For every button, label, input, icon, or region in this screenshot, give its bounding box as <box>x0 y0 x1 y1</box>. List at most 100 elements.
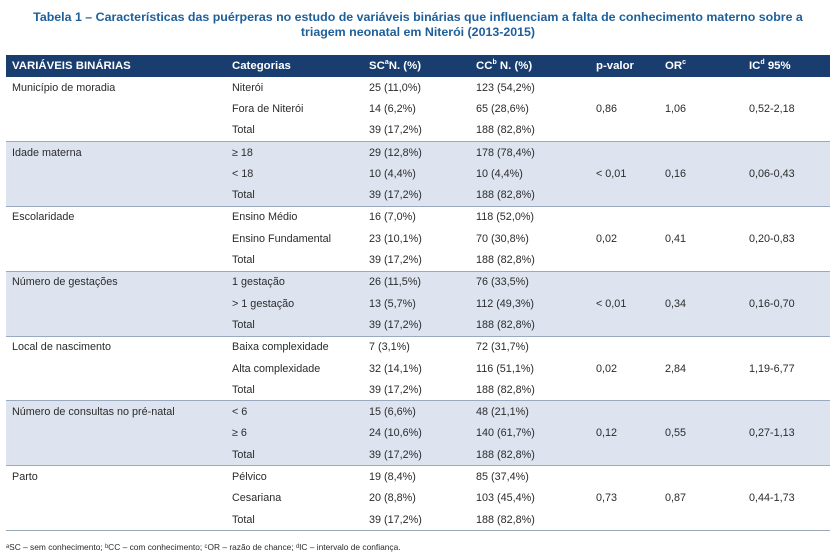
category-cell: Total <box>232 314 369 337</box>
cc-cell: 188 (82,8%) <box>476 383 535 396</box>
p-value-cell: 0,86 <box>596 102 618 115</box>
sc-cell: 29 (12,8%) <box>369 141 476 164</box>
category-cell: Cesariana <box>232 492 282 505</box>
cc-cell: 123 (54,2%) <box>476 81 535 94</box>
sc-cell: 15 (6,6%) <box>369 400 476 423</box>
cc-cell: 112 (49,3%) <box>476 292 596 315</box>
category-cell: ≥ 18 <box>232 141 369 164</box>
variable-name: Escolaridade <box>12 211 75 224</box>
header-cc: CCb N. (%) <box>476 55 596 77</box>
category-cell: Total <box>232 444 369 466</box>
sc-cell: 14 (6,2%) <box>369 102 416 115</box>
ic-cell: 1,19-6,77 <box>749 362 795 375</box>
group-idade: Idade materna ≥ 18 29 (12,8%) 178 (78,4%… <box>6 141 830 207</box>
header-cc-sup: b <box>492 59 497 67</box>
caption-line-2: triagem neonatal em Niterói (2013-2015) <box>300 25 536 39</box>
table-row: Total 39 (17,2%) 188 (82,8%) <box>6 379 830 401</box>
p-value-cell: 0,02 <box>596 232 618 245</box>
sc-cell: 13 (5,7%) <box>369 292 476 315</box>
cc-cell: 188 (82,8%) <box>476 124 535 137</box>
cc-cell: 116 (51,1%) <box>476 362 535 375</box>
table-caption: Tabela 1 – Características das puérperas… <box>0 10 836 40</box>
variable-name: Idade materna <box>6 141 232 164</box>
cc-cell: 48 (21,1%) <box>476 400 596 423</box>
table-header: VARIÁVEIS BINÁRIAS Categorias SCaN. (%) … <box>6 55 830 77</box>
category-cell: Total <box>232 184 369 207</box>
group-consultas: Número de consultas no pré-natal < 6 15 … <box>6 400 830 466</box>
table-footnote: ᵃSC – sem conhecimento; ᵇCC – com conhec… <box>6 542 401 552</box>
cc-cell: 188 (82,8%) <box>476 513 535 526</box>
table-row: Alta complexidade 32 (14,1%) 116 (51,1%)… <box>6 358 830 379</box>
category-cell: 1 gestação <box>232 271 369 293</box>
category-cell: Fora de Niterói <box>232 102 304 115</box>
table-row: Idade materna ≥ 18 29 (12,8%) 178 (78,4%… <box>6 141 830 164</box>
category-cell: Total <box>232 124 255 137</box>
caption-line-1: Tabela 1 – Características das puérperas… <box>33 10 803 24</box>
table-row: Total 39 (17,2%) 188 (82,8%) <box>6 184 830 207</box>
group-municipio: Município de moradia Niterói 25 (11,0%) … <box>6 77 830 142</box>
table-row: Total 39 (17,2%) 188 (82,8%) <box>6 314 830 337</box>
sc-cell: 10 (4,4%) <box>369 163 476 185</box>
category-cell: < 18 <box>232 163 369 185</box>
table-row: Local de nascimento Baixa complexidade 7… <box>6 336 830 358</box>
variable-name: Município de moradia <box>12 81 116 94</box>
table-row: Escolaridade Ensino Médio 16 (7,0%) 118 … <box>6 206 830 228</box>
header-p-valor: p-valor <box>596 55 665 77</box>
category-cell: < 6 <box>232 400 369 423</box>
category-cell: Total <box>232 513 255 526</box>
category-cell: > 1 gestação <box>232 292 369 315</box>
table-row: > 1 gestação 13 (5,7%) 112 (49,3%) < 0,0… <box>6 292 830 315</box>
header-sc-pre: SC <box>369 60 385 72</box>
category-cell: Baixa complexidade <box>232 341 329 354</box>
sc-cell: 39 (17,2%) <box>369 513 422 526</box>
table-row: ≥ 6 24 (10,6%) 140 (61,7%) 0,12 0,55 0,2… <box>6 422 830 445</box>
header-categorias: Categorias <box>232 55 369 77</box>
sc-cell: 39 (17,2%) <box>369 444 476 466</box>
or-cell: 2,84 <box>665 362 687 375</box>
ic-cell: 0,27-1,13 <box>749 422 830 445</box>
table-row: Fora de Niterói 14 (6,2%) 65 (28,6%) 0,8… <box>6 98 830 119</box>
table-row: Total 39 (17,2%) 188 (82,8%) <box>6 509 830 531</box>
p-value-cell: 0,12 <box>596 422 665 445</box>
sc-cell: 32 (14,1%) <box>369 362 422 375</box>
sc-cell: 39 (17,2%) <box>369 383 422 396</box>
variable-name: Número de consultas no pré-natal <box>6 400 232 423</box>
cc-cell: 188 (82,8%) <box>476 184 596 207</box>
variable-name: Parto <box>12 470 38 483</box>
header-ic-pre: IC <box>749 60 761 72</box>
variable-name: Local de nascimento <box>12 341 112 354</box>
cc-cell: 10 (4,4%) <box>476 163 596 185</box>
header-row: VARIÁVEIS BINÁRIAS Categorias SCaN. (%) … <box>6 55 830 77</box>
sc-cell: 39 (17,2%) <box>369 124 422 137</box>
header-or-pre: OR <box>665 60 683 72</box>
header-ic-post: 95% <box>764 60 791 72</box>
category-cell: Total <box>232 383 255 396</box>
header-or: ORc <box>665 55 749 77</box>
or-cell: 0,34 <box>665 292 749 315</box>
or-cell: 0,16 <box>665 163 749 185</box>
cc-cell: 188 (82,8%) <box>476 314 596 337</box>
group-parto: Parto Pélvico 19 (8,4%) 85 (37,4%) Cesar… <box>6 466 830 531</box>
group-local-nascimento: Local de nascimento Baixa complexidade 7… <box>6 336 830 401</box>
cc-cell: 70 (30,8%) <box>476 232 529 245</box>
table-row: Número de gestações 1 gestação 26 (11,5%… <box>6 271 830 293</box>
table-row: Número de consultas no pré-natal < 6 15 … <box>6 400 830 423</box>
table-row: Cesariana 20 (8,8%) 103 (45,4%) 0,73 0,8… <box>6 488 830 509</box>
p-value-cell: 0,02 <box>596 362 618 375</box>
cc-cell: 72 (31,7%) <box>476 341 529 354</box>
header-ic: ICd 95% <box>749 55 830 77</box>
sc-cell: 19 (8,4%) <box>369 470 416 483</box>
cc-cell: 85 (37,4%) <box>476 470 529 483</box>
ic-cell: 0,52-2,18 <box>749 102 795 115</box>
or-cell: 0,87 <box>665 492 687 505</box>
group-gestacoes: Número de gestações 1 gestação 26 (11,5%… <box>6 271 830 337</box>
category-cell: Alta complexidade <box>232 362 321 375</box>
cc-cell: 118 (52,0%) <box>476 211 535 224</box>
or-cell: 1,06 <box>665 102 687 115</box>
header-sc-sup: a <box>384 59 389 67</box>
cc-cell: 188 (82,8%) <box>476 444 596 466</box>
ic-cell: 0,20-0,83 <box>749 232 795 245</box>
table-row: Ensino Fundamental 23 (10,1%) 70 (30,8%)… <box>6 228 830 249</box>
sc-cell: 39 (17,2%) <box>369 184 476 207</box>
header-variables: VARIÁVEIS BINÁRIAS <box>6 55 232 77</box>
